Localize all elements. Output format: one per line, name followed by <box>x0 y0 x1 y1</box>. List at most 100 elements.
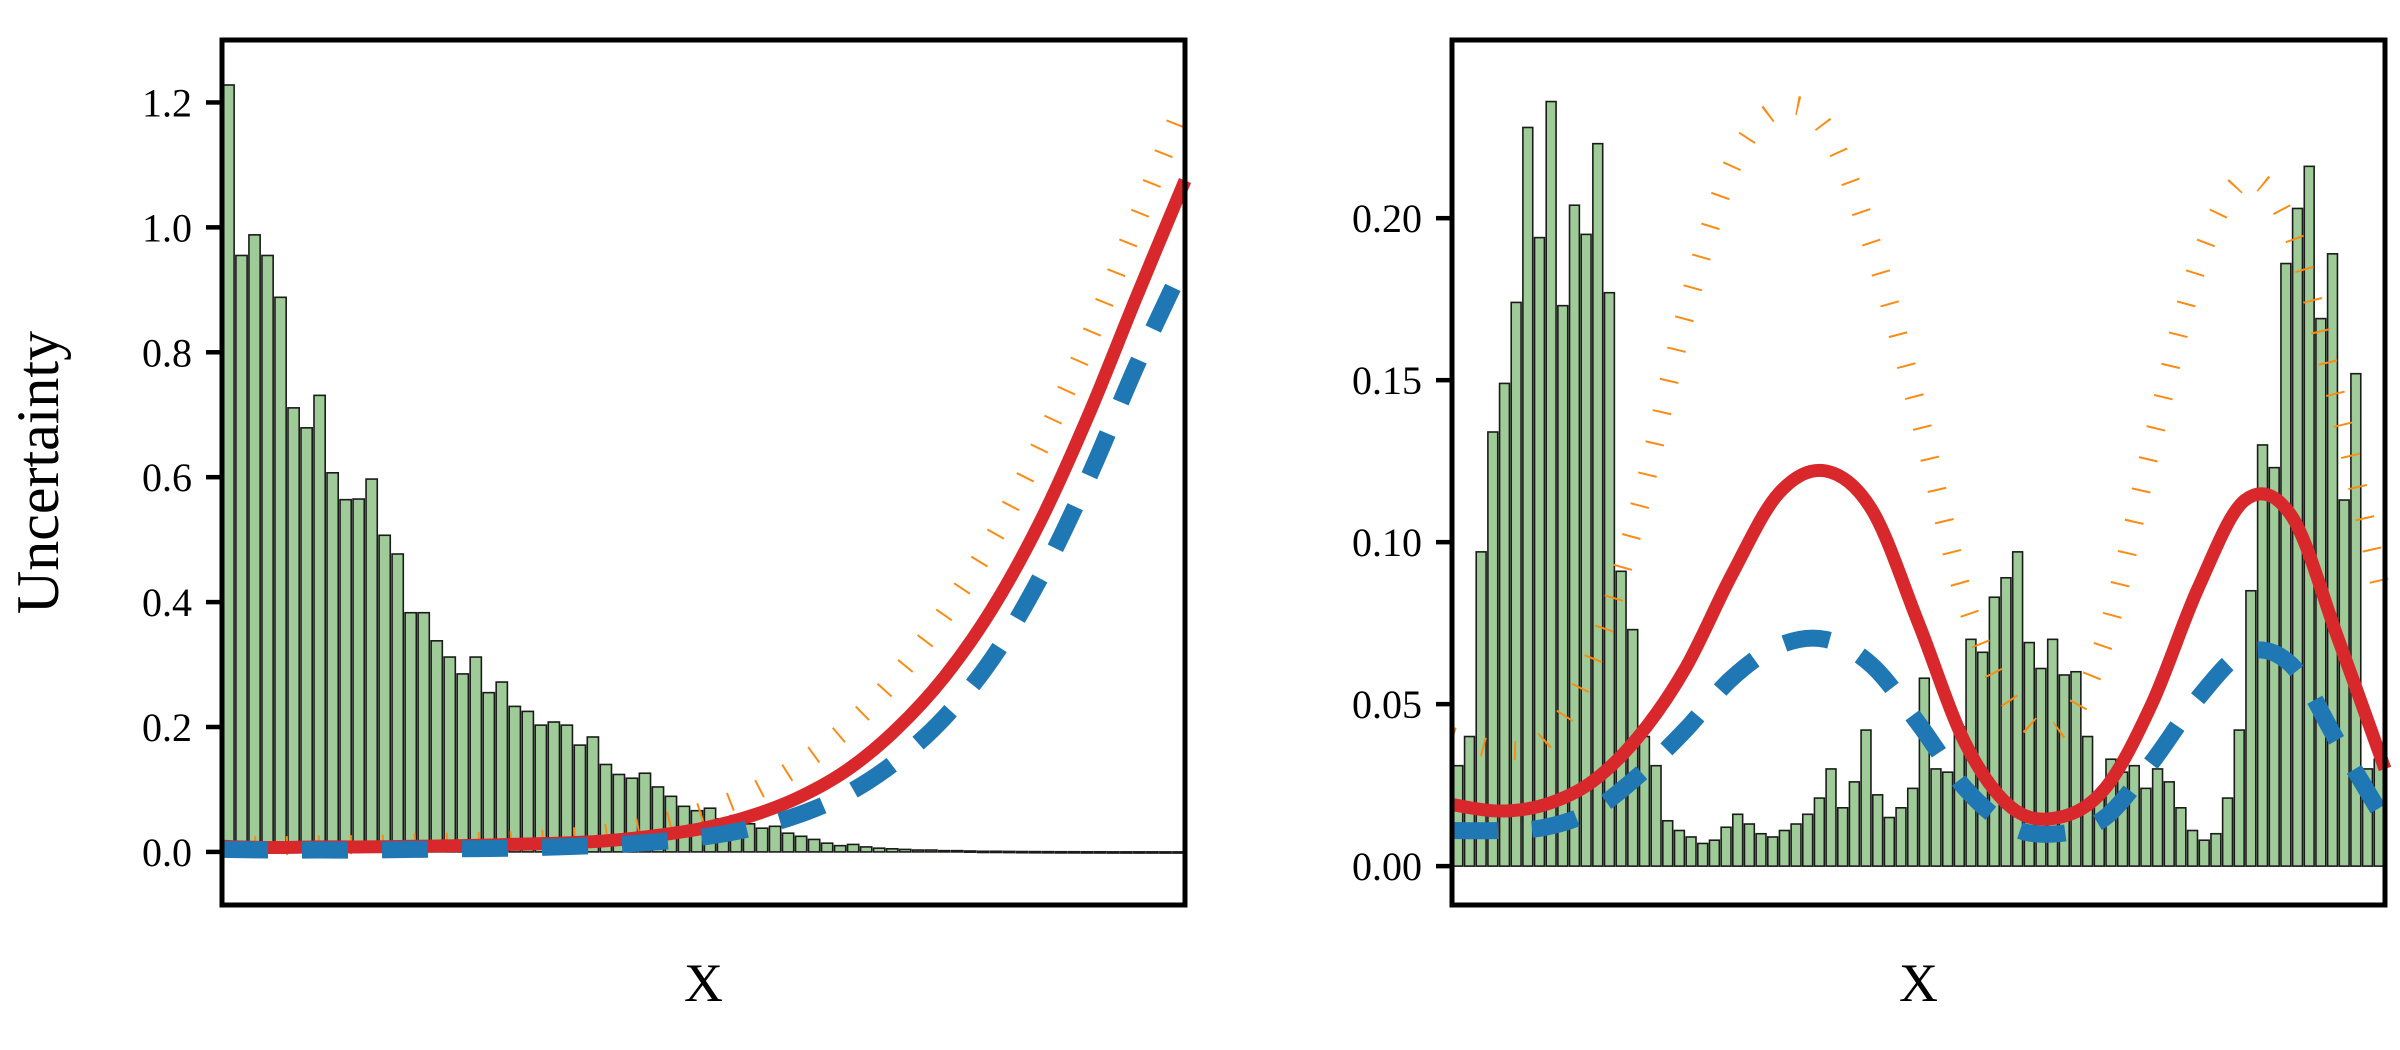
axes-frame <box>219 37 1188 908</box>
histogram-bar <box>586 736 600 853</box>
histogram-bar <box>508 705 522 853</box>
histogram-bar <box>261 254 274 853</box>
histogram-bar <box>404 611 418 853</box>
histogram-bar <box>222 84 235 853</box>
histogram-bar <box>2151 768 2164 867</box>
histogram-bar <box>1743 823 1756 867</box>
histogram-bar <box>1080 850 1094 854</box>
x-axis-title: X <box>684 953 723 1013</box>
panel-right: 0.00 0.05 0.10 0.15 0.20 X <box>1200 0 2400 1050</box>
histogram-bar <box>599 763 613 853</box>
histogram-bar <box>885 847 899 853</box>
histogram-bar <box>638 772 652 853</box>
histogram-bar <box>1533 236 1546 867</box>
histogram-bar <box>1545 100 1557 867</box>
histogram-bar <box>1848 781 1861 867</box>
histogram-bar <box>300 427 313 853</box>
histogram-bar <box>1895 807 1907 867</box>
series-orange-dotted <box>1449 95 2395 760</box>
histogram-bar <box>1825 768 1837 867</box>
series-red-solid <box>1450 463 2392 826</box>
histogram-bars <box>1452 100 2385 867</box>
histogram-bar <box>833 844 847 853</box>
histogram-bar <box>2000 576 2012 867</box>
histogram-bar <box>2058 674 2071 867</box>
histogram-bar <box>521 710 535 853</box>
histogram-bar <box>1941 771 1954 867</box>
histogram-bar <box>1159 851 1172 854</box>
curve-group <box>221 95 1194 859</box>
histogram-bar <box>2280 262 2292 867</box>
panel-left: 0.0 0.2 0.4 0.6 0.8 1.0 1.2 X Uncertainty <box>5 37 1194 1013</box>
y-tick-label: 1.2 <box>142 80 192 125</box>
histogram-bar <box>872 847 886 853</box>
histogram-bar <box>1067 850 1081 854</box>
histogram-bar <box>1603 291 1616 867</box>
histogram-bar <box>2326 253 2339 867</box>
histogram-bar <box>2163 781 2175 867</box>
histogram-bar <box>560 724 574 853</box>
histogram-bar <box>820 842 834 853</box>
y-tick-label: 0.00 <box>1352 844 1422 889</box>
histogram-bar <box>1015 850 1029 854</box>
y-tick-label: 0.2 <box>142 705 192 750</box>
histogram-bar <box>2140 787 2152 867</box>
histogram-bar <box>339 498 353 853</box>
curve-group <box>1449 95 2395 843</box>
histogram-bar <box>1568 204 1581 867</box>
histogram-bar <box>2361 768 2374 867</box>
histogram-bar <box>924 849 938 853</box>
histogram-bar <box>1146 851 1159 854</box>
histogram-bar <box>1918 677 1931 867</box>
series-blue-dashed <box>1451 629 2393 843</box>
histogram-bar <box>274 296 287 853</box>
histogram-bar <box>1498 382 1511 867</box>
histogram-bar <box>989 850 1003 854</box>
histogram-bar <box>1685 836 1697 867</box>
histogram-bar <box>417 611 431 853</box>
series-blue-dashed <box>221 258 1193 859</box>
histogram-bar <box>911 849 925 853</box>
histogram-bar <box>1120 851 1133 854</box>
histogram-bar <box>2186 829 2199 867</box>
histogram-bar <box>1094 850 1107 854</box>
histogram-bar <box>1836 807 1849 867</box>
histogram-bar <box>1650 764 1662 867</box>
histogram-bar <box>1002 850 1016 854</box>
histogram-bar <box>1708 839 1721 867</box>
histogram-bar <box>1755 832 1767 867</box>
histogram-bar <box>1580 233 1592 867</box>
histogram-bar <box>2011 551 2024 867</box>
histogram-bar <box>950 849 964 853</box>
histogram-bar <box>1906 787 1919 867</box>
histogram-bar <box>1801 813 1814 867</box>
histogram-bar <box>1172 851 1185 854</box>
y-axis-title: Uncertainty <box>5 331 71 614</box>
histogram-bar <box>807 838 821 853</box>
histogram-bar <box>612 773 626 853</box>
histogram-bar <box>1813 797 1826 867</box>
histogram-bar <box>1041 850 1055 854</box>
histogram-bar <box>1592 142 1604 867</box>
y-tick-label: 0.05 <box>1352 682 1422 727</box>
histogram-bar <box>534 724 548 853</box>
axes-frame <box>1449 37 2388 908</box>
left-plot-canvas: 0.0 0.2 0.4 0.6 0.8 1.0 1.2 X Uncertainty <box>5 37 1194 1013</box>
histogram-bar <box>443 656 457 853</box>
histogram-bar <box>2046 638 2059 867</box>
histogram-bar <box>2198 839 2210 867</box>
plot-border <box>219 37 1188 908</box>
histogram-bar <box>898 848 912 853</box>
histogram-bar <box>1720 826 1732 867</box>
histogram-bar <box>1028 850 1042 854</box>
histogram-bar <box>2116 771 2129 867</box>
histogram-bar <box>2035 667 2047 867</box>
histogram-bar <box>781 832 795 853</box>
histogram-bar <box>2023 641 2036 867</box>
histogram-bar <box>1615 570 1627 867</box>
histogram-bar <box>2350 372 2362 867</box>
y-tick-label: 0.4 <box>142 580 192 625</box>
x-axis-title: X <box>1899 953 1938 1013</box>
y-tick-label: 0.6 <box>142 455 192 500</box>
